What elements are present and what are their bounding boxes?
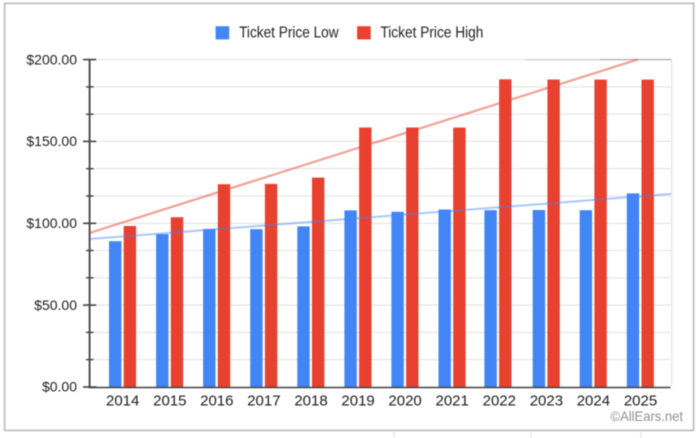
svg-text:2020: 2020 [388,392,421,409]
svg-text:2021: 2021 [436,392,469,409]
svg-text:Ticket Price High: Ticket Price High [380,25,483,42]
svg-text:$100.00: $100.00 [26,215,77,231]
svg-text:$0.00: $0.00 [42,379,77,395]
svg-text:2024: 2024 [577,392,610,409]
svg-text:2017: 2017 [247,392,280,409]
svg-text:2019: 2019 [341,392,374,409]
svg-text:2015: 2015 [153,392,186,409]
svg-text:2022: 2022 [483,392,516,409]
svg-text:2023: 2023 [530,392,563,409]
svg-text:2025: 2025 [624,392,657,409]
svg-text:©AllEars.net: ©AllEars.net [611,408,684,424]
svg-text:Ticket Price Low: Ticket Price Low [239,25,339,42]
svg-text:2014: 2014 [106,392,139,409]
svg-text:2016: 2016 [200,392,233,409]
svg-text:2018: 2018 [294,392,327,409]
svg-text:$200.00: $200.00 [26,51,77,67]
svg-text:$150.00: $150.00 [26,133,77,149]
svg-text:$50.00: $50.00 [34,297,77,313]
